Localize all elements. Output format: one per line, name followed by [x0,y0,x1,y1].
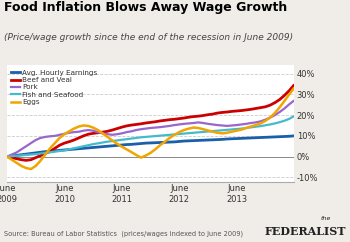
Text: (Price/wage growth since the end of the recession in June 2009): (Price/wage growth since the end of the … [4,33,293,42]
Text: Source: Bureau of Labor Statistics  (prices/wages indexed to June 2009): Source: Bureau of Labor Statistics (pric… [4,231,243,237]
Text: Food Inflation Blows Away Wage Growth: Food Inflation Blows Away Wage Growth [4,1,287,14]
Text: the: the [320,216,331,221]
Text: FEDERALIST: FEDERALIST [265,226,346,237]
Legend: Avg. Hourly Earnings, Beef and Veal, Pork, Fish and Seafood, Eggs: Avg. Hourly Earnings, Beef and Veal, Por… [10,69,98,106]
